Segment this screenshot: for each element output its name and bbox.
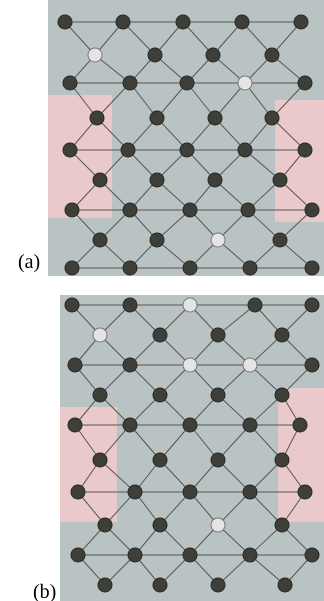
- node: [298, 143, 312, 157]
- node: [278, 578, 292, 592]
- node: [243, 485, 257, 499]
- node: [93, 233, 107, 247]
- node: [153, 578, 167, 592]
- panel-label: (a): [18, 251, 40, 273]
- figure: (a) (b): [0, 0, 324, 601]
- node: [183, 298, 197, 312]
- node: [248, 298, 262, 312]
- node: [63, 143, 77, 157]
- photo-a: [48, 0, 324, 276]
- node: [98, 578, 112, 592]
- node: [65, 203, 79, 217]
- node: [211, 233, 225, 247]
- node: [298, 76, 312, 90]
- node: [65, 298, 79, 312]
- node: [208, 173, 222, 187]
- node: [93, 388, 107, 402]
- node: [123, 418, 137, 432]
- node: [71, 485, 85, 499]
- panel-label: (b): [33, 581, 56, 601]
- node: [305, 548, 319, 562]
- node: [208, 111, 222, 125]
- node: [305, 261, 319, 275]
- node: [116, 15, 130, 29]
- page: (a) (b) (() => { const data = JSON.parse…: [0, 0, 324, 601]
- node: [65, 261, 79, 275]
- node: [273, 173, 287, 187]
- node: [153, 388, 167, 402]
- node: [243, 418, 257, 432]
- node: [211, 518, 225, 532]
- node: [265, 48, 279, 62]
- node: [88, 48, 102, 62]
- node: [128, 548, 142, 562]
- node: [238, 143, 252, 157]
- node: [148, 48, 162, 62]
- node: [63, 76, 77, 90]
- node: [211, 388, 225, 402]
- node: [180, 76, 194, 90]
- node: [243, 261, 257, 275]
- node: [153, 453, 167, 467]
- node: [90, 111, 104, 125]
- node: [243, 358, 257, 372]
- node: [183, 548, 197, 562]
- node: [211, 578, 225, 592]
- node: [68, 418, 82, 432]
- node: [243, 548, 257, 562]
- node: [68, 358, 82, 372]
- node: [305, 358, 319, 372]
- node: [98, 518, 112, 532]
- node: [241, 203, 255, 217]
- node: [273, 233, 287, 247]
- node: [275, 388, 289, 402]
- node: [150, 111, 164, 125]
- node: [123, 76, 137, 90]
- node: [183, 418, 197, 432]
- node: [183, 358, 197, 372]
- node: [123, 358, 137, 372]
- node: [176, 15, 190, 29]
- node: [121, 143, 135, 157]
- node: [71, 548, 85, 562]
- node: [153, 518, 167, 532]
- paper-sheet: [275, 100, 324, 222]
- node: [93, 328, 107, 342]
- node: [293, 418, 307, 432]
- node: [183, 485, 197, 499]
- node: [211, 453, 225, 467]
- node: [123, 261, 137, 275]
- node: [153, 328, 167, 342]
- node: [211, 328, 225, 342]
- node: [183, 261, 197, 275]
- node: [235, 15, 249, 29]
- node: [265, 111, 279, 125]
- node: [238, 76, 252, 90]
- node: [294, 15, 308, 29]
- node: [275, 518, 289, 532]
- node: [128, 485, 142, 499]
- node: [206, 48, 220, 62]
- node: [123, 298, 137, 312]
- node: [275, 453, 289, 467]
- node: [275, 328, 289, 342]
- node: [180, 143, 194, 157]
- node: [123, 203, 137, 217]
- node: [305, 203, 319, 217]
- node: [93, 453, 107, 467]
- node: [93, 173, 107, 187]
- photo-b: [60, 295, 324, 601]
- node: [305, 298, 319, 312]
- node: [150, 233, 164, 247]
- node: [58, 15, 72, 29]
- node: [298, 485, 312, 499]
- node: [183, 203, 197, 217]
- node: [150, 173, 164, 187]
